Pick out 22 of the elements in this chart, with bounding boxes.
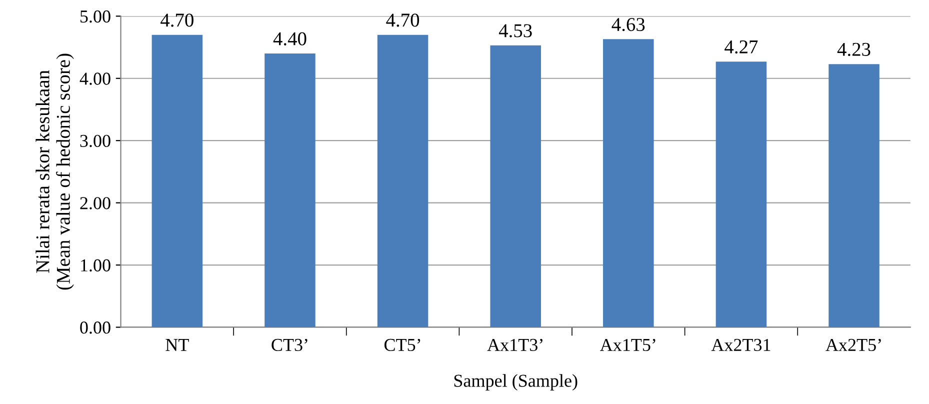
- x-tick-label: NT: [166, 339, 189, 351]
- x-tick-label: Ax2T31: [711, 338, 770, 352]
- data-label: 4.70: [386, 14, 420, 27]
- x-tick-label: Ax2T5’: [826, 338, 881, 352]
- data-label: 4.70: [160, 14, 194, 27]
- y-tick-label: 2.00: [80, 197, 110, 210]
- x-tick-label: CT3’: [272, 338, 308, 352]
- x-tick-label: Ax1T5’: [600, 338, 656, 352]
- x-tick-label: Ax1T3’: [487, 338, 542, 352]
- data-label: 4.63: [612, 18, 645, 32]
- x-tick-label: CT5’: [384, 338, 420, 352]
- data-label: 4.53: [498, 24, 532, 38]
- data-label: 4.23: [837, 42, 870, 56]
- y-tick-label: 1.00: [81, 259, 110, 272]
- y-tick-label: 4.00: [80, 72, 110, 85]
- y-axis-title: Nilai rerata skor kesukaan (Mean value of hedonic score): [36, 54, 74, 290]
- y-tick-label: 3.00: [80, 134, 110, 148]
- data-label: 4.40: [273, 32, 306, 46]
- data-label: 4.27: [724, 40, 758, 54]
- y-tick-label: 0.00: [80, 321, 110, 334]
- y-tick-label: 5.00: [80, 10, 110, 23]
- x-axis-title: Sampel (Sample): [454, 374, 578, 391]
